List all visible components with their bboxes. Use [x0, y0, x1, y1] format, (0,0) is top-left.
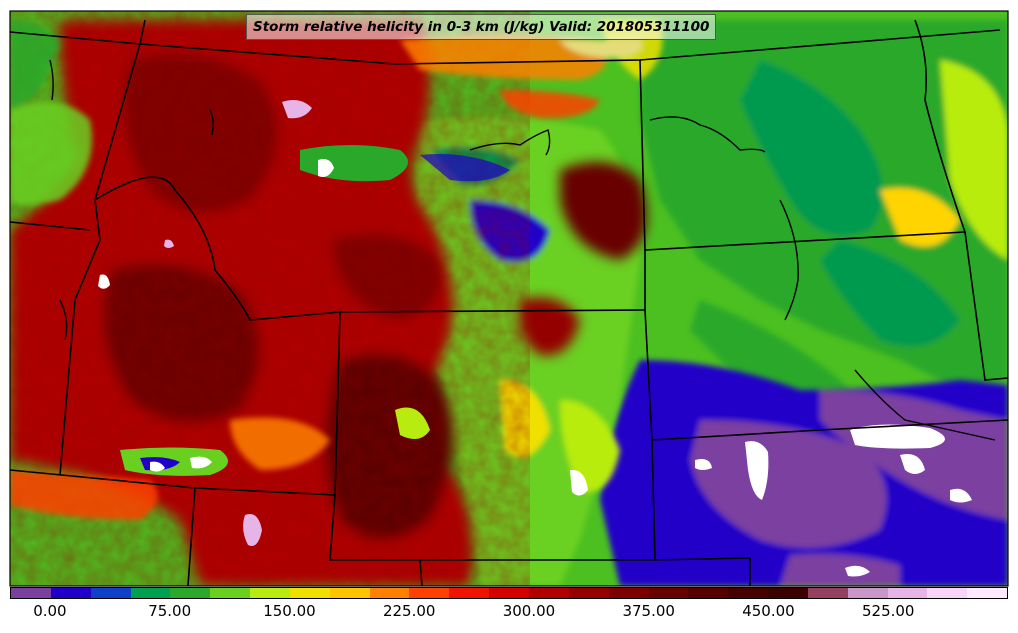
colorbar-tick-label: 375.00	[622, 602, 675, 620]
colorbar-segment	[807, 588, 848, 598]
colorbar-segment	[250, 588, 290, 598]
colorbar-segment	[528, 588, 569, 598]
colorbar-segment	[369, 588, 410, 598]
map-title: Storm relative helicity in 0-3 km (J/kg)…	[253, 19, 710, 35]
map-title-box: Storm relative helicity in 0-3 km (J/kg)…	[246, 14, 717, 40]
colorbar-ticks: 0.00 75.00 150.00 225.00 300.00 375.00 450.00 5…	[0, 602, 1018, 626]
colorbar-segment	[568, 588, 609, 598]
colorbar-segment	[130, 588, 171, 598]
colorbar-segment	[688, 588, 729, 598]
colorbar-segment	[11, 588, 51, 598]
colorbar-tick-label: 450.00	[742, 602, 795, 620]
colorbar-segment	[768, 588, 808, 598]
state-boundaries	[10, 19, 1008, 586]
colorbar-segment	[289, 588, 330, 598]
colorbar-segment	[50, 588, 91, 598]
colorbar-segment	[608, 588, 649, 598]
colorbar-tick-label: 225.00	[382, 602, 436, 620]
colorbar-segment	[329, 588, 370, 598]
shaded-field	[10, 11, 1008, 586]
colorbar-segment	[210, 588, 251, 598]
colorbar-segment	[90, 588, 131, 598]
map-frame	[9, 10, 1009, 587]
colorbar-segment	[409, 588, 450, 598]
colorbar-segment	[728, 588, 769, 598]
colorbar-tick-label: 75.00	[148, 602, 192, 620]
white-patches-east	[695, 424, 972, 577]
colorbar-segment	[170, 588, 211, 598]
colorbar-segment	[648, 588, 689, 598]
water-features	[49, 59, 996, 441]
colorbar-tick-label: 300.00	[502, 602, 556, 620]
colorbar-segment	[967, 588, 1008, 598]
colorbar-tick-label: 525.00	[861, 602, 915, 620]
colorbar-segment	[847, 588, 888, 598]
colorbar-segment	[887, 588, 928, 598]
colorbar-tick-label: 0.00	[33, 602, 67, 620]
colorbar-segment	[927, 588, 968, 598]
colorbar-tick-label: 150.00	[263, 602, 316, 620]
colorbar-segment	[489, 588, 529, 598]
high-value-spots	[98, 100, 312, 546]
green-blue-patches	[120, 145, 588, 496]
colorbar-segment	[449, 588, 490, 598]
colorbar	[10, 587, 1008, 599]
